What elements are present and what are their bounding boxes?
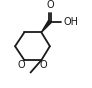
- Text: OH: OH: [63, 17, 78, 26]
- Polygon shape: [41, 20, 51, 32]
- Text: O: O: [18, 60, 25, 70]
- Text: O: O: [40, 60, 47, 70]
- Text: O: O: [46, 0, 54, 10]
